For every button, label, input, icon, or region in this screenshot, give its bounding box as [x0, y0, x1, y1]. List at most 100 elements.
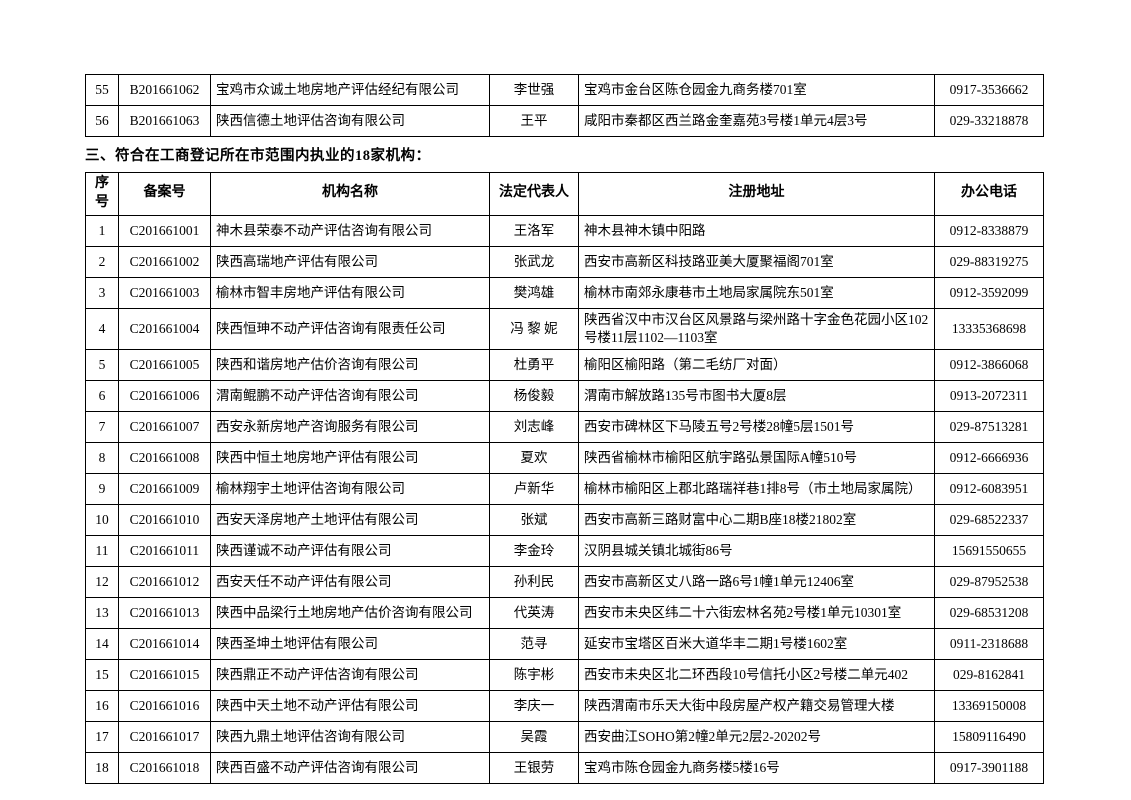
cell-phone: 0912-3592099: [934, 276, 1044, 309]
cell-phone: 15809116490: [934, 721, 1044, 754]
cell-record-no: B201661062: [118, 74, 211, 106]
table-row: 14 C201661014 陕西圣坤土地评估有限公司 范寻 延安市宝塔区百米大道华丰二期…: [85, 628, 1044, 661]
cell-name: 神木县荣泰不动产评估咨询有限公司: [210, 214, 490, 247]
table-row: 1 C201661001 神木县荣泰不动产评估咨询有限公司 王洛军 神木县神木镇中阳路 0…: [85, 214, 1044, 247]
cell-phone: 029-87513281: [934, 411, 1044, 444]
cell-record-no: C201661015: [118, 659, 211, 692]
table-row: 15 C201661015 陕西鼎正不动产评估咨询有限公司 陈宇彬 西安市未央区北二环西…: [85, 659, 1044, 692]
cell-address: 宝鸡市金台区陈仓园金九商务楼701室: [578, 74, 935, 106]
cell-record-no: B201661063: [118, 105, 211, 137]
cell-address: 神木县神木镇中阳路: [578, 214, 935, 247]
document-content: 55 B201661062 宝鸡市众诚土地房地产评估经纪有限公司 李世强 宝鸡市金台区陈…: [85, 74, 1044, 785]
cell-seq: 1: [85, 214, 119, 247]
cell-name: 陕西九鼎土地评估咨询有限公司: [210, 721, 490, 754]
cell-address: 西安市高新区科技路亚美大厦聚福阁701室: [578, 245, 935, 278]
table-row: 6 C201661006 渭南鲲鹏不动产评估咨询有限公司 杨俊毅 渭南市解放路135号市…: [85, 380, 1044, 413]
cell-seq: 9: [85, 473, 119, 506]
cell-record-no: C201661007: [118, 411, 211, 444]
cell-address: 榆阳区榆阳路（第二毛纺厂对面）: [578, 349, 935, 382]
organizations-table-body: 1 C201661001 神木县荣泰不动产评估咨询有限公司 王洛军 神木县神木镇中阳路 0…: [85, 214, 1044, 785]
header-name: 机构名称: [210, 172, 490, 216]
cell-name: 榆林市智丰房地产评估有限公司: [210, 276, 490, 309]
cell-phone: 0912-6083951: [934, 473, 1044, 506]
cell-rep: 范寻: [489, 628, 579, 661]
cell-phone: 13369150008: [934, 690, 1044, 723]
cell-name: 陕西谨诚不动产评估有限公司: [210, 535, 490, 568]
cell-record-no: C201661012: [118, 566, 211, 599]
cell-record-no: C201661004: [118, 307, 211, 351]
cell-phone: 15691550655: [934, 535, 1044, 568]
previous-section-table: 55 B201661062 宝鸡市众诚土地房地产评估经纪有限公司 李世强 宝鸡市金台区陈…: [85, 74, 1044, 137]
cell-rep: 王银劳: [489, 752, 579, 785]
cell-address: 延安市宝塔区百米大道华丰二期1号楼1602室: [578, 628, 935, 661]
cell-seq: 15: [85, 659, 119, 692]
cell-name: 西安天泽房地产土地评估有限公司: [210, 504, 490, 537]
cell-rep: 吴霞: [489, 721, 579, 754]
cell-phone: 029-8162841: [934, 659, 1044, 692]
cell-rep: 代英涛: [489, 597, 579, 630]
cell-phone: 13335368698: [934, 307, 1044, 351]
cell-name: 渭南鲲鹏不动产评估咨询有限公司: [210, 380, 490, 413]
cell-rep: 刘志峰: [489, 411, 579, 444]
cell-seq: 10: [85, 504, 119, 537]
table-row: 17 C201661017 陕西九鼎土地评估咨询有限公司 吴霞 西安曲江SOHO第2幢2…: [85, 721, 1044, 754]
cell-name: 陕西鼎正不动产评估咨询有限公司: [210, 659, 490, 692]
cell-record-no: C201661017: [118, 721, 211, 754]
cell-record-no: C201661006: [118, 380, 211, 413]
cell-phone: 029-88319275: [934, 245, 1044, 278]
cell-address: 汉阴县城关镇北城街86号: [578, 535, 935, 568]
table-row: 9 C201661009 榆林翔宇土地评估咨询有限公司 卢新华 榆林市榆阳区上郡北路瑞祥…: [85, 473, 1044, 506]
cell-name: 陕西中恒土地房地产评估有限公司: [210, 442, 490, 475]
cell-address: 榆林市南郊永康巷市土地局家属院东501室: [578, 276, 935, 309]
cell-name: 陕西信德土地评估咨询有限公司: [210, 105, 490, 137]
cell-name: 陕西圣坤土地评估有限公司: [210, 628, 490, 661]
cell-address: 陕西省汉中市汉台区风景路与梁州路十字金色花园小区102号楼11层1102—110…: [578, 307, 935, 351]
cell-address: 咸阳市秦都区西兰路金奎嘉苑3号楼1单元4层3号: [578, 105, 935, 137]
cell-seq: 2: [85, 245, 119, 278]
cell-phone: 029-87952538: [934, 566, 1044, 599]
header-phone: 办公电话: [934, 172, 1044, 216]
cell-record-no: C201661005: [118, 349, 211, 382]
cell-rep: 樊鸿雄: [489, 276, 579, 309]
cell-phone: 0912-6666936: [934, 442, 1044, 475]
cell-phone: 0912-8338879: [934, 214, 1044, 247]
cell-seq: 8: [85, 442, 119, 475]
cell-rep: 夏欢: [489, 442, 579, 475]
cell-address: 陕西省榆林市榆阳区航宇路弘景国际A幢510号: [578, 442, 935, 475]
cell-seq: 4: [85, 307, 119, 351]
cell-record-no: C201661001: [118, 214, 211, 247]
cell-name: 西安永新房地产咨询服务有限公司: [210, 411, 490, 444]
cell-record-no: C201661011: [118, 535, 211, 568]
header-address: 注册地址: [578, 172, 935, 216]
cell-rep: 王平: [489, 105, 579, 137]
table-row: 7 C201661007 西安永新房地产咨询服务有限公司 刘志峰 西安市碑林区下马陵五号…: [85, 411, 1044, 444]
table-header-row: 序号 备案号 机构名称 法定代表人 注册地址 办公电话: [85, 172, 1044, 216]
organizations-table: 序号 备案号 机构名称 法定代表人 注册地址 办公电话 1 C201661001 神…: [85, 172, 1044, 785]
cell-address: 陕西渭南市乐天大街中段房屋产权产籍交易管理大楼: [578, 690, 935, 723]
cell-record-no: C201661008: [118, 442, 211, 475]
cell-rep: 张武龙: [489, 245, 579, 278]
cell-seq: 55: [85, 74, 119, 106]
previous-section-table-body: 55 B201661062 宝鸡市众诚土地房地产评估经纪有限公司 李世强 宝鸡市金台区陈…: [85, 74, 1044, 137]
cell-phone: 029-33218878: [934, 105, 1044, 137]
table-row: 8 C201661008 陕西中恒土地房地产评估有限公司 夏欢 陕西省榆林市榆阳区航宇路…: [85, 442, 1044, 475]
cell-seq: 5: [85, 349, 119, 382]
cell-seq: 17: [85, 721, 119, 754]
cell-record-no: C201661002: [118, 245, 211, 278]
cell-name: 陕西恒珅不动产评估咨询有限责任公司: [210, 307, 490, 351]
cell-seq: 56: [85, 105, 119, 137]
cell-rep: 孙利民: [489, 566, 579, 599]
cell-name: 陕西和谐房地产估价咨询有限公司: [210, 349, 490, 382]
cell-record-no: C201661016: [118, 690, 211, 723]
cell-name: 陕西中天土地不动产评估有限公司: [210, 690, 490, 723]
cell-record-no: C201661009: [118, 473, 211, 506]
table-row: 55 B201661062 宝鸡市众诚土地房地产评估经纪有限公司 李世强 宝鸡市金台区陈…: [85, 74, 1044, 106]
cell-address: 西安市未央区北二环西段10号信托小区2号楼二单元402: [578, 659, 935, 692]
cell-record-no: C201661018: [118, 752, 211, 785]
header-seq: 序号: [85, 172, 119, 216]
table-row: 13 C201661013 陕西中品梁行土地房地产估价咨询有限公司 代英涛 西安市未央区…: [85, 597, 1044, 630]
cell-address: 西安市高新三路财富中心二期B座18楼21802室: [578, 504, 935, 537]
table-row: 3 C201661003 榆林市智丰房地产评估有限公司 樊鸿雄 榆林市南郊永康巷市土地局…: [85, 276, 1044, 309]
cell-seq: 11: [85, 535, 119, 568]
